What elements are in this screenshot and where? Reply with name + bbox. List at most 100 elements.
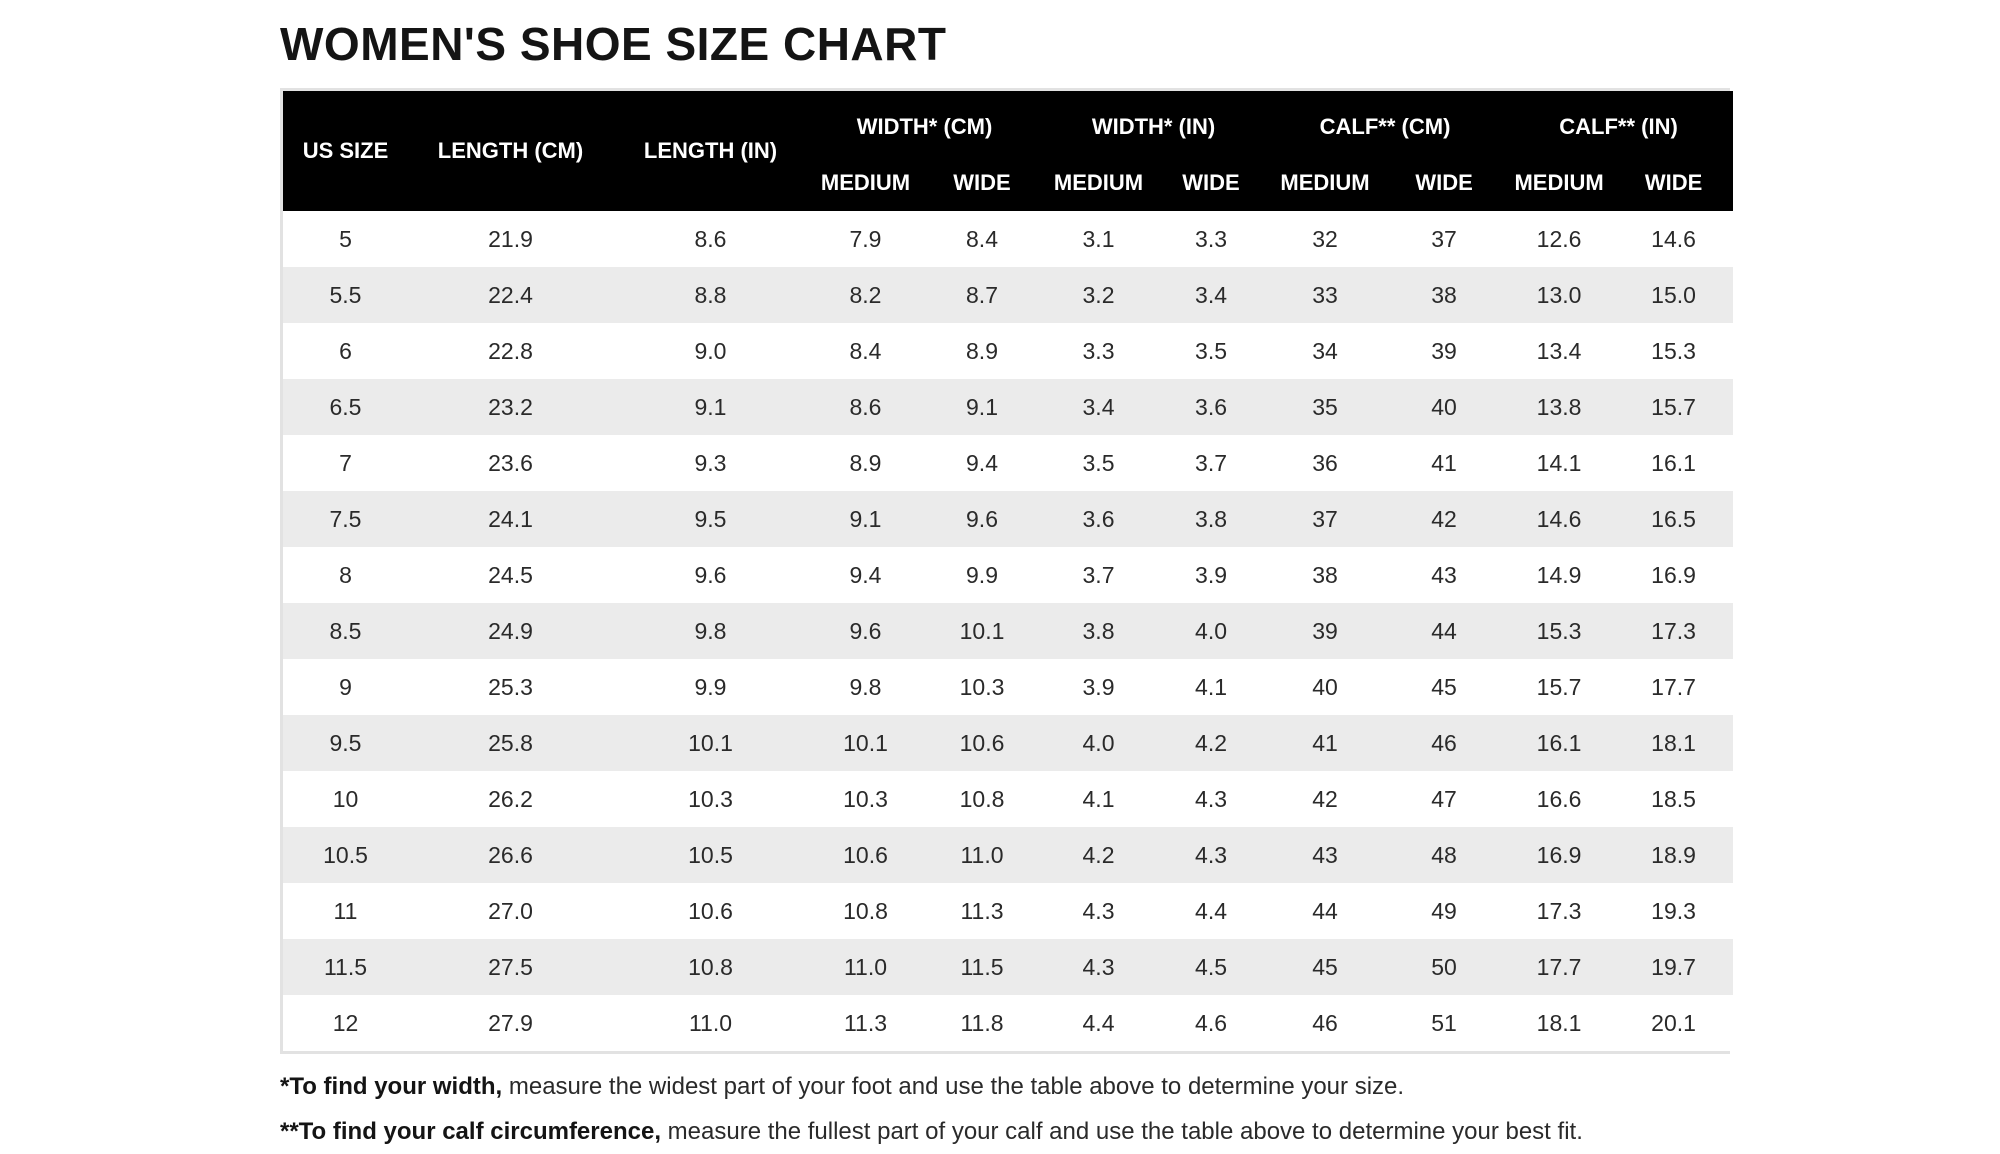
cell-length-in: 9.0	[613, 323, 808, 379]
cell-width-in-medium: 3.3	[1041, 323, 1157, 379]
cell-width-in-medium: 4.3	[1041, 939, 1157, 995]
cell-calf-in-wide: 19.7	[1614, 939, 1734, 995]
cell-length-in: 9.3	[613, 435, 808, 491]
cell-width-in-wide: 4.3	[1156, 771, 1267, 827]
cell-width-in-medium: 4.1	[1041, 771, 1157, 827]
cell-calf-cm-medium: 36	[1266, 435, 1385, 491]
cell-width-cm-wide: 11.3	[923, 883, 1042, 939]
table-row: 6.5 23.2 9.1 8.6 9.1 3.4 3.6 35 40 13.8 15.7	[283, 379, 1734, 435]
cell-width-cm-wide: 8.7	[923, 267, 1042, 323]
cell-width-cm-wide: 10.6	[923, 715, 1042, 771]
cell-length-in: 9.8	[613, 603, 808, 659]
cell-calf-in-wide: 17.7	[1614, 659, 1734, 715]
cell-calf-in-medium: 15.3	[1504, 603, 1615, 659]
cell-length-cm: 22.4	[408, 267, 613, 323]
cell-us-size: 7.5	[283, 491, 408, 547]
header-length-in: LENGTH (IN)	[613, 91, 808, 211]
cell-us-size: 6.5	[283, 379, 408, 435]
cell-length-cm: 24.1	[408, 491, 613, 547]
cell-width-cm-wide: 9.1	[923, 379, 1042, 435]
cell-width-cm-medium: 11.3	[808, 995, 923, 1051]
cell-width-cm-medium: 10.6	[808, 827, 923, 883]
cell-us-size: 8.5	[283, 603, 408, 659]
page-title: WOMEN'S SHOE SIZE CHART	[280, 18, 947, 70]
width-footnote-bold: *To find your width,	[280, 1073, 503, 1100]
cell-calf-cm-medium: 38	[1266, 547, 1385, 603]
cell-us-size: 9.5	[283, 715, 408, 771]
table-row: 8 24.5 9.6 9.4 9.9 3.7 3.9 38 43 14.9 16.9	[283, 547, 1734, 603]
cell-length-cm: 24.9	[408, 603, 613, 659]
footnotes: *To find your width, measure the widest …	[280, 1064, 1730, 1154]
cell-width-cm-wide: 10.1	[923, 603, 1042, 659]
cell-calf-in-wide: 15.7	[1614, 379, 1734, 435]
cell-calf-in-medium: 18.1	[1504, 995, 1615, 1051]
cell-length-in: 11.0	[613, 995, 808, 1051]
cell-calf-in-medium: 17.7	[1504, 939, 1615, 995]
cell-width-cm-medium: 7.9	[808, 211, 923, 267]
table-row: 8.5 24.9 9.8 9.6 10.1 3.8 4.0 39 44 15.3 17.3	[283, 603, 1734, 659]
cell-width-cm-medium: 10.3	[808, 771, 923, 827]
cell-us-size: 12	[283, 995, 408, 1051]
cell-calf-in-wide: 18.9	[1614, 827, 1734, 883]
table-row: 11.5 27.5 10.8 11.0 11.5 4.3 4.5 45 50 17.7 19.7	[283, 939, 1734, 995]
table-row: 5 21.9 8.6 7.9 8.4 3.1 3.3 32 37 12.6 14.6	[283, 211, 1734, 267]
header-us-size: US SIZE	[283, 91, 408, 211]
cell-width-in-wide: 4.0	[1156, 603, 1267, 659]
cell-width-in-medium: 3.5	[1041, 435, 1157, 491]
cell-length-cm: 26.2	[408, 771, 613, 827]
cell-us-size: 11	[283, 883, 408, 939]
cell-calf-cm-medium: 33	[1266, 267, 1385, 323]
cell-calf-in-medium: 14.9	[1504, 547, 1615, 603]
cell-calf-in-medium: 13.8	[1504, 379, 1615, 435]
cell-width-in-medium: 3.4	[1041, 379, 1157, 435]
table-row: 7.5 24.1 9.5 9.1 9.6 3.6 3.8 37 42 14.6 16.5	[283, 491, 1734, 547]
cell-calf-in-medium: 17.3	[1504, 883, 1615, 939]
cell-width-cm-wide: 11.0	[923, 827, 1042, 883]
cell-calf-cm-wide: 51	[1384, 995, 1505, 1051]
cell-calf-cm-wide: 45	[1384, 659, 1505, 715]
cell-width-cm-wide: 10.8	[923, 771, 1042, 827]
cell-width-in-wide: 3.9	[1156, 547, 1267, 603]
cell-length-cm: 24.5	[408, 547, 613, 603]
table-row: 7 23.6 9.3 8.9 9.4 3.5 3.7 36 41 14.1 16.1	[283, 435, 1734, 491]
cell-calf-in-medium: 13.4	[1504, 323, 1615, 379]
cell-width-cm-wide: 8.9	[923, 323, 1042, 379]
cell-calf-in-wide: 20.1	[1614, 995, 1734, 1051]
cell-width-in-medium: 4.0	[1041, 715, 1157, 771]
cell-calf-in-wide: 16.9	[1614, 547, 1734, 603]
table-row: 6 22.8 9.0 8.4 8.9 3.3 3.5 34 39 13.4 15.3	[283, 323, 1734, 379]
cell-width-cm-wide: 11.5	[923, 939, 1042, 995]
cell-us-size: 8	[283, 547, 408, 603]
table-row: 10.5 26.6 10.5 10.6 11.0 4.2 4.3 43 48 16.9 18.9	[283, 827, 1734, 883]
cell-calf-in-medium: 16.9	[1504, 827, 1615, 883]
cell-length-cm: 21.9	[408, 211, 613, 267]
subheader-calf-in-medium: MEDIUM	[1504, 155, 1615, 211]
cell-calf-cm-medium: 44	[1266, 883, 1385, 939]
cell-calf-in-medium: 15.7	[1504, 659, 1615, 715]
cell-width-cm-medium: 9.4	[808, 547, 923, 603]
cell-calf-cm-medium: 34	[1266, 323, 1385, 379]
cell-width-cm-medium: 9.1	[808, 491, 923, 547]
cell-width-cm-medium: 9.6	[808, 603, 923, 659]
cell-calf-cm-wide: 43	[1384, 547, 1505, 603]
table-row: 12 27.9 11.0 11.3 11.8 4.4 4.6 46 51 18.1 20.1	[283, 995, 1734, 1051]
cell-width-cm-medium: 9.8	[808, 659, 923, 715]
table-header: US SIZE LENGTH (CM) LENGTH (IN) WIDTH* (…	[283, 91, 1734, 211]
cell-width-in-medium: 3.7	[1041, 547, 1157, 603]
cell-calf-in-wide: 17.3	[1614, 603, 1734, 659]
cell-length-in: 9.9	[613, 659, 808, 715]
cell-us-size: 7	[283, 435, 408, 491]
width-footnote: *To find your width, measure the widest …	[280, 1064, 1730, 1109]
cell-length-cm: 22.8	[408, 323, 613, 379]
cell-width-in-medium: 4.2	[1041, 827, 1157, 883]
cell-calf-cm-medium: 41	[1266, 715, 1385, 771]
cell-width-cm-medium: 8.9	[808, 435, 923, 491]
cell-width-cm-medium: 8.2	[808, 267, 923, 323]
cell-calf-cm-wide: 41	[1384, 435, 1505, 491]
cell-width-cm-medium: 8.4	[808, 323, 923, 379]
cell-length-cm: 23.2	[408, 379, 613, 435]
cell-calf-cm-medium: 46	[1266, 995, 1385, 1051]
cell-us-size: 11.5	[283, 939, 408, 995]
cell-calf-cm-medium: 42	[1266, 771, 1385, 827]
cell-calf-cm-wide: 37	[1384, 211, 1505, 267]
